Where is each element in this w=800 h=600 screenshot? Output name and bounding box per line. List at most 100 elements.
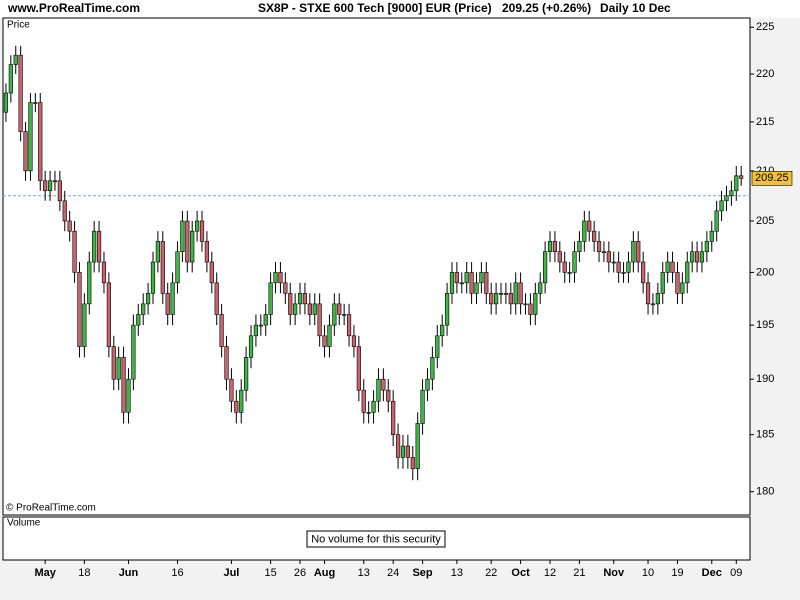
x-tick-label: Jul bbox=[223, 567, 239, 579]
candle-body bbox=[116, 357, 121, 380]
candle-body bbox=[170, 282, 175, 315]
candle-body bbox=[650, 303, 656, 306]
candle-body bbox=[293, 303, 298, 315]
candle-body bbox=[209, 261, 214, 284]
x-tick-label: 21 bbox=[573, 567, 585, 579]
candle-body bbox=[395, 434, 401, 458]
quote: 209.25 (+0.26%) bbox=[502, 1, 591, 15]
candle-body bbox=[592, 230, 597, 242]
candle-body bbox=[420, 389, 425, 424]
candle-body bbox=[631, 241, 636, 263]
candle-body bbox=[52, 180, 58, 183]
candle-body bbox=[636, 241, 641, 263]
candle-body bbox=[92, 230, 97, 263]
candle-body bbox=[82, 303, 87, 347]
candle-body bbox=[739, 175, 744, 179]
price-panel bbox=[2, 17, 751, 516]
y-tick-label: 185 bbox=[756, 429, 774, 441]
candle-body bbox=[351, 335, 357, 347]
site: www.ProRealTime.com bbox=[7, 1, 140, 15]
candle-body bbox=[690, 251, 695, 263]
candle-body bbox=[175, 251, 180, 284]
candle-body bbox=[533, 293, 538, 315]
volume-note: No volume for this security bbox=[311, 533, 441, 545]
candle-body bbox=[3, 92, 9, 113]
candle-body bbox=[543, 251, 548, 284]
candle-body bbox=[8, 64, 13, 94]
candle-body bbox=[400, 445, 406, 458]
candle-body bbox=[714, 210, 719, 232]
y-tick-label: 180 bbox=[756, 486, 774, 498]
candle-body bbox=[38, 102, 43, 182]
candle-body bbox=[234, 400, 239, 413]
candle-body bbox=[709, 230, 714, 242]
candle-body bbox=[297, 293, 303, 305]
candle-body bbox=[180, 220, 185, 253]
x-tick-label: 09 bbox=[730, 567, 742, 579]
candle-body bbox=[57, 180, 62, 202]
candle-body bbox=[508, 293, 513, 305]
candle-body bbox=[150, 261, 156, 294]
candle-body bbox=[111, 346, 116, 380]
candle-body bbox=[327, 324, 332, 347]
candle-body bbox=[248, 335, 254, 358]
candle-body bbox=[258, 324, 263, 327]
candle-body bbox=[229, 378, 234, 402]
candle-body bbox=[288, 293, 293, 315]
candle-body bbox=[528, 303, 533, 315]
candle-body bbox=[366, 412, 371, 414]
candle-body bbox=[641, 261, 646, 284]
x-tick-label: Nov bbox=[603, 567, 625, 579]
y-tick-label: 220 bbox=[756, 68, 774, 80]
candle-body bbox=[449, 272, 455, 294]
candle-body bbox=[484, 272, 489, 294]
candle-body bbox=[454, 272, 459, 284]
candle-body bbox=[96, 230, 102, 263]
header-bar bbox=[0, 0, 800, 18]
candle-body bbox=[219, 314, 224, 347]
candle-body bbox=[557, 251, 562, 263]
copyright: © ProRealTime.com bbox=[6, 503, 96, 514]
candle-body bbox=[518, 282, 523, 305]
candle-body bbox=[405, 445, 410, 458]
x-tick-label: Aug bbox=[314, 567, 335, 579]
candle-body bbox=[244, 357, 249, 391]
candle-body bbox=[342, 314, 347, 316]
y-tick-label: 195 bbox=[756, 319, 774, 331]
candle-body bbox=[587, 220, 592, 232]
candle-body bbox=[552, 241, 558, 253]
candle-body bbox=[489, 293, 494, 305]
y-tick-label: 190 bbox=[756, 373, 774, 385]
x-tick-label: 16 bbox=[171, 567, 183, 579]
candle-body bbox=[611, 261, 616, 264]
candle-body bbox=[101, 261, 107, 284]
candle-body bbox=[503, 293, 509, 295]
candle-body bbox=[371, 400, 376, 413]
x-tick-label: 24 bbox=[387, 567, 399, 579]
candle-body bbox=[263, 314, 268, 326]
x-tick-label: 26 bbox=[294, 567, 306, 579]
candle-body bbox=[596, 241, 602, 253]
candle-body bbox=[33, 102, 38, 104]
candle-body bbox=[307, 303, 312, 315]
candle-body bbox=[278, 272, 283, 284]
candle-body bbox=[199, 220, 205, 242]
candle-body bbox=[145, 293, 151, 305]
candle-body bbox=[675, 272, 680, 294]
candle-body bbox=[562, 261, 567, 273]
candle-body bbox=[23, 131, 28, 172]
candle-body bbox=[391, 400, 396, 436]
candle-body bbox=[273, 272, 278, 284]
candle-body bbox=[185, 220, 190, 263]
candle-body bbox=[415, 423, 420, 470]
candle-body bbox=[43, 180, 48, 192]
candle-body bbox=[474, 282, 479, 294]
candle-body bbox=[77, 272, 82, 347]
candle-body bbox=[126, 378, 131, 413]
x-tick-label: Sep bbox=[412, 567, 432, 579]
candle-body bbox=[655, 293, 660, 305]
volume-note-box bbox=[306, 530, 446, 548]
candle-body bbox=[567, 272, 572, 274]
candle-body bbox=[440, 324, 445, 337]
